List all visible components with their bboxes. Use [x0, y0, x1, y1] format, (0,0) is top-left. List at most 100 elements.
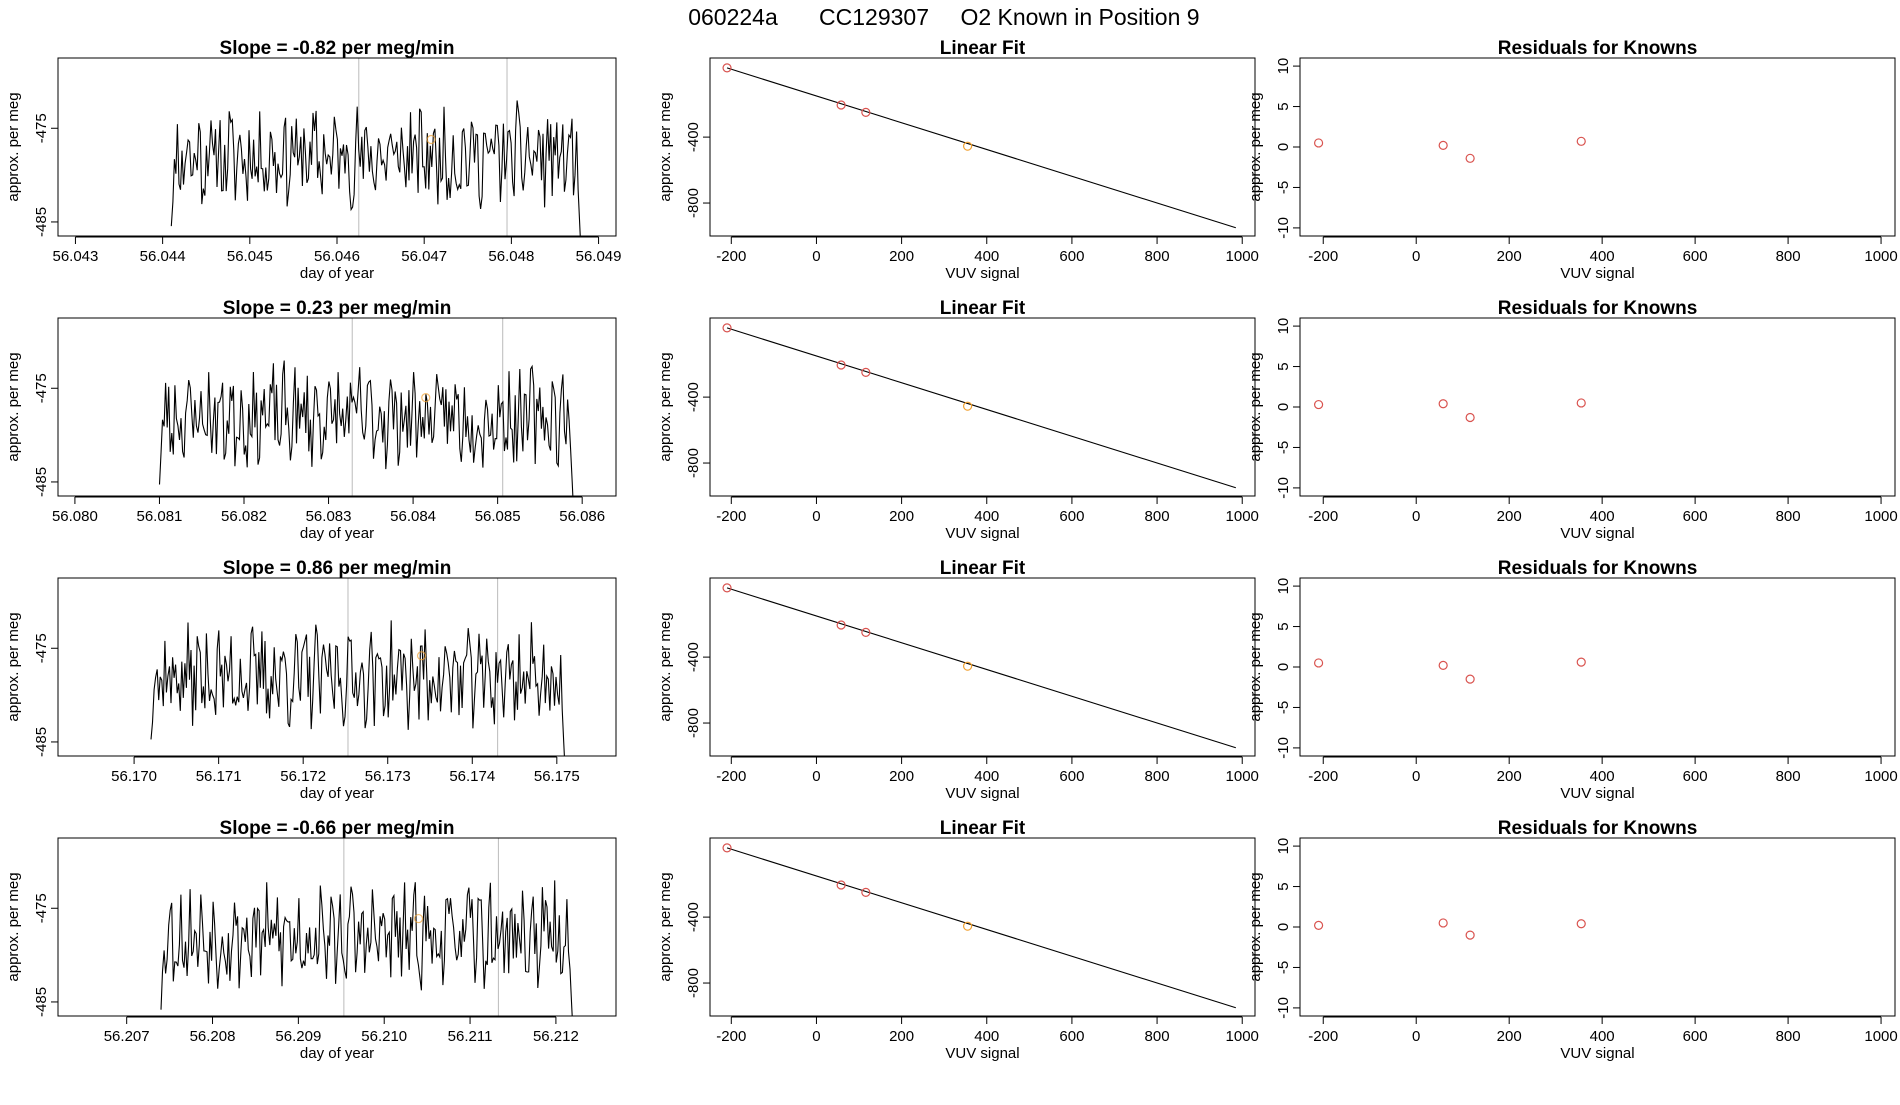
x-tick-label: 600 [1683, 1028, 1708, 1045]
plot-frame [57, 57, 617, 237]
panel-timeseries-row-2: Slope = 0.23 per meg/min 56.080 56.081 56.0… [5, 298, 617, 542]
panel-title: Residuals for Knowns [1498, 38, 1698, 59]
panel-linear_fit-row-2: Linear Fit -200 0 200 400 600 800 1000 VUV signa… [657, 298, 1259, 542]
y-tick-label: -475 [33, 113, 50, 143]
known-point [836, 360, 846, 370]
x-tick-label: 800 [1776, 248, 1801, 265]
x-tick-label: 200 [1497, 248, 1522, 265]
panel-timeseries-row-1: Slope = -0.82 per meg/min 56.043 56.044 56.… [5, 38, 622, 282]
y-tick-label: -475 [33, 373, 50, 403]
x-tick-label: 1000 [1864, 1028, 1897, 1045]
x-tick-label: 400 [1590, 1028, 1615, 1045]
known-point [722, 63, 732, 73]
y-tick-label: -800 [685, 188, 702, 218]
x-tick-label: -200 [1308, 508, 1338, 525]
x-tick-label: -200 [716, 508, 746, 525]
residual-point [1576, 398, 1586, 408]
x-tick-label: 400 [974, 248, 999, 265]
known-point [836, 880, 846, 890]
x-tick-label: 56.044 [140, 248, 186, 265]
x-axis-label: VUV signal [945, 525, 1019, 542]
x-tick-label: 1000 [1226, 508, 1259, 525]
sample-point [962, 401, 973, 411]
residual-point [1438, 140, 1448, 150]
x-axis-label: VUV signal [945, 1045, 1019, 1062]
y-axis-label: approx. per meg [5, 92, 22, 201]
sample-marker [421, 393, 431, 403]
y-tick-label: -485 [33, 467, 50, 497]
x-tick-label: 600 [1059, 768, 1084, 785]
x-tick-label: 56.085 [475, 508, 521, 525]
x-axis-label: day of year [300, 1045, 374, 1062]
x-tick-label: -200 [716, 248, 746, 265]
x-tick-label: 56.211 [448, 1028, 493, 1045]
x-tick-label: 56.048 [488, 248, 534, 265]
known-point [836, 100, 846, 110]
x-tick-label: 56.212 [533, 1028, 579, 1045]
y-axis-label: approx. per meg [1247, 872, 1264, 981]
known-point [722, 323, 732, 333]
x-tick-label: 400 [974, 768, 999, 785]
x-tick-label: 56.083 [306, 508, 352, 525]
x-tick-label: 0 [812, 1028, 820, 1045]
x-tick-label: 800 [1776, 768, 1801, 785]
sample-marker [416, 651, 427, 661]
plot-data [722, 63, 1237, 229]
y-tick-label: -485 [33, 727, 50, 757]
y-tick-label: 0 [1275, 923, 1292, 931]
data-line [158, 360, 574, 496]
x-tick-label: 0 [1412, 1028, 1420, 1045]
residual-point [1576, 136, 1586, 146]
x-tick-label: 200 [1497, 508, 1522, 525]
plot-frame [709, 317, 1256, 497]
sample-point [962, 921, 973, 931]
x-tick-label: 56.207 [104, 1028, 150, 1045]
y-axis-label: approx. per meg [657, 612, 674, 721]
x-tick-label: 0 [1412, 248, 1420, 265]
known-point [836, 620, 846, 630]
x-tick-label: -200 [716, 1028, 746, 1045]
x-tick-label: 600 [1683, 768, 1708, 785]
x-tick-label: 1000 [1226, 248, 1259, 265]
y-tick-label: -5 [1275, 441, 1292, 454]
plot-frame [1299, 837, 1896, 1017]
x-tick-label: 56.170 [111, 768, 157, 785]
residual-point [1576, 919, 1586, 929]
y-tick-label: 0 [1275, 143, 1292, 151]
data-line [150, 620, 565, 756]
plot-data [170, 58, 581, 236]
x-axis-label: day of year [300, 525, 374, 542]
known-point [722, 843, 732, 853]
panel-title: Linear Fit [940, 298, 1026, 319]
panel-residuals-row-3: Residuals for Knowns-200 0 200 400 600 800 100… [1247, 558, 1898, 802]
x-axis-label: day of year [300, 785, 374, 802]
y-tick-label: 5 [1275, 622, 1292, 630]
known-point [861, 367, 871, 377]
y-tick-label: 10 [1275, 838, 1292, 855]
x-tick-label: 0 [1412, 508, 1420, 525]
x-tick-label: 1000 [1226, 1028, 1259, 1045]
x-tick-label: 56.082 [221, 508, 267, 525]
plot-data [722, 843, 1237, 1009]
plot-data [1313, 398, 1586, 423]
panel-residuals-row-1: Residuals for Knowns-200 0 200 400 600 800 100… [1247, 38, 1898, 282]
residual-point [1465, 674, 1475, 684]
x-tick-label: 800 [1145, 248, 1170, 265]
y-axis-label: approx. per meg [657, 872, 674, 981]
y-tick-label: -5 [1275, 701, 1292, 714]
plot-frame [57, 577, 617, 757]
y-tick-label: -400 [685, 382, 702, 412]
plot-frame [709, 837, 1256, 1017]
y-tick-label: -10 [1275, 997, 1292, 1019]
y-tick-label: 5 [1275, 102, 1292, 110]
x-axis-label: VUV signal [1560, 785, 1634, 802]
residual-point [1465, 153, 1475, 163]
residual-point [1313, 399, 1324, 410]
residual-point [1438, 399, 1448, 409]
x-tick-label: -200 [716, 768, 746, 785]
y-tick-label: 10 [1275, 578, 1292, 595]
x-tick-label: -200 [1308, 768, 1338, 785]
panel-title: Slope = 0.23 per meg/min [223, 298, 452, 319]
x-tick-label: 56.046 [314, 248, 360, 265]
